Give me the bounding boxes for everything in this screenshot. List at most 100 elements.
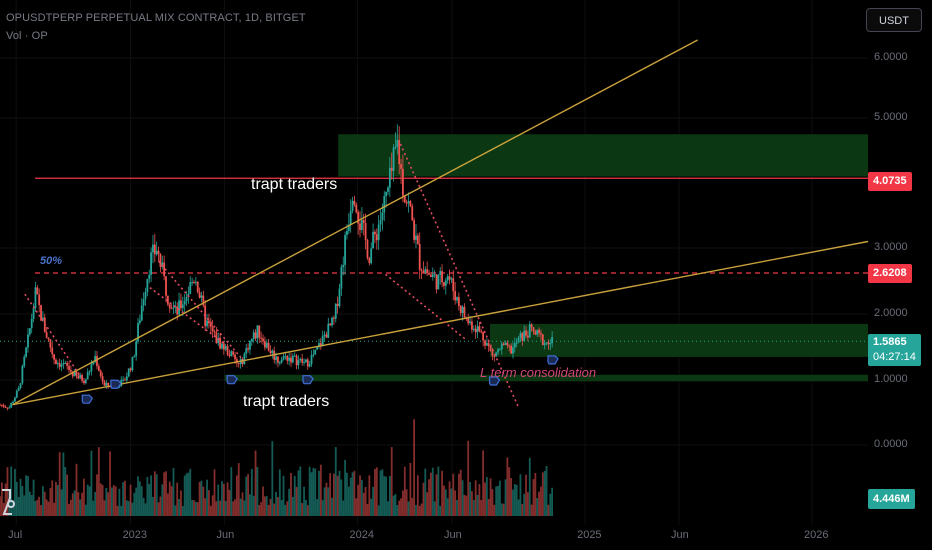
hand-pointer-icon [110, 379, 122, 389]
candle-body [0, 404, 3, 406]
x-tick-label: Jun [444, 529, 462, 541]
volume-bar [176, 482, 179, 516]
candle-body [51, 347, 54, 355]
volume-bar [297, 470, 300, 516]
candle-body [12, 401, 14, 403]
currency-button[interactable]: USDT [866, 8, 922, 32]
volume-bar [534, 472, 537, 516]
bar-countdown: 04:27:14 [873, 351, 916, 363]
candle-body [491, 350, 494, 356]
volume-bar [51, 480, 54, 516]
candle-body [403, 195, 406, 203]
candle-body [499, 349, 501, 351]
annotation-trapt-top: trapt traders [251, 176, 338, 193]
hand-pointer-icon [226, 375, 238, 385]
candle-body [428, 272, 430, 275]
tradingview-logo-icon[interactable] [0, 484, 16, 520]
volume-bar [381, 469, 384, 516]
candle-body [284, 356, 287, 358]
hand-pointer-shape [226, 375, 238, 385]
volume-bar [135, 487, 138, 516]
candle-body [224, 346, 227, 350]
volume-bar [512, 489, 514, 516]
volume-bar [99, 483, 102, 516]
volume-bar [280, 500, 283, 516]
candle-body [135, 341, 138, 357]
volume-bar [422, 482, 425, 516]
candle-body [495, 352, 498, 357]
candle-body [510, 345, 513, 354]
candle-body [237, 363, 240, 365]
volume-bar [148, 484, 151, 516]
volume-bar [252, 495, 255, 516]
volume-bar [469, 482, 471, 516]
volume-bar [168, 481, 171, 516]
volume-bar [353, 470, 356, 516]
candle-body [536, 329, 539, 335]
volume-bar [250, 469, 253, 516]
candles [0, 124, 554, 411]
volume-bar [150, 475, 152, 516]
volume-bar [344, 459, 346, 516]
volume-bar [407, 501, 410, 516]
candle-body [15, 390, 18, 398]
volume-bar [56, 484, 59, 516]
volume-bar [105, 488, 108, 516]
volume-bar [17, 497, 20, 516]
candle-body [10, 402, 13, 408]
volume-bar [224, 501, 227, 516]
volume-bar [4, 483, 7, 516]
candle-body [303, 362, 305, 364]
volume-bar [448, 481, 451, 516]
volume-bar [540, 486, 542, 516]
volume-bar [286, 501, 289, 516]
candle-body [526, 335, 529, 338]
x-tick-label: 2024 [349, 529, 374, 541]
volume-bar [424, 468, 427, 516]
hand-pointer-shape [547, 355, 559, 365]
candle-body [288, 357, 291, 361]
candle-body [176, 306, 179, 315]
candle-body [243, 353, 246, 365]
candle-body [0, 404, 1, 406]
candle-body [528, 324, 531, 338]
volume-bar [400, 498, 402, 516]
candle-body [213, 331, 216, 333]
candle-body [241, 359, 244, 365]
volume-bar [211, 495, 214, 516]
candle-body [545, 342, 548, 344]
candle-body [437, 274, 440, 290]
volume-bar [271, 441, 274, 516]
candle-body [478, 326, 481, 332]
candle-body [411, 206, 414, 221]
volume-bar [101, 484, 104, 516]
candle-body [474, 328, 477, 333]
candle-body [310, 355, 313, 365]
volume-bar [359, 475, 361, 516]
volume-bar [383, 476, 386, 516]
candle-body [71, 371, 74, 377]
volume-bar [262, 486, 264, 516]
candle-body [484, 340, 486, 346]
candle-body [334, 303, 337, 319]
trendline [12, 39, 698, 406]
volume-bar [416, 475, 419, 516]
volume-bar [301, 503, 304, 516]
candle-body [170, 308, 173, 310]
volume-bar [84, 504, 87, 516]
volume-bar [329, 473, 332, 516]
volume-bar [228, 489, 231, 516]
volume-bar [316, 499, 319, 516]
candle-body [456, 297, 458, 301]
candle-body [532, 327, 535, 332]
volume-bar [118, 488, 121, 516]
candle-body [297, 360, 300, 366]
volume-bar [97, 447, 100, 516]
candle-body [441, 271, 443, 283]
volume-bar [83, 478, 85, 516]
candle-body [226, 346, 229, 355]
volume-bar [385, 476, 388, 516]
candle-body [424, 269, 427, 273]
candle-body [359, 223, 361, 230]
